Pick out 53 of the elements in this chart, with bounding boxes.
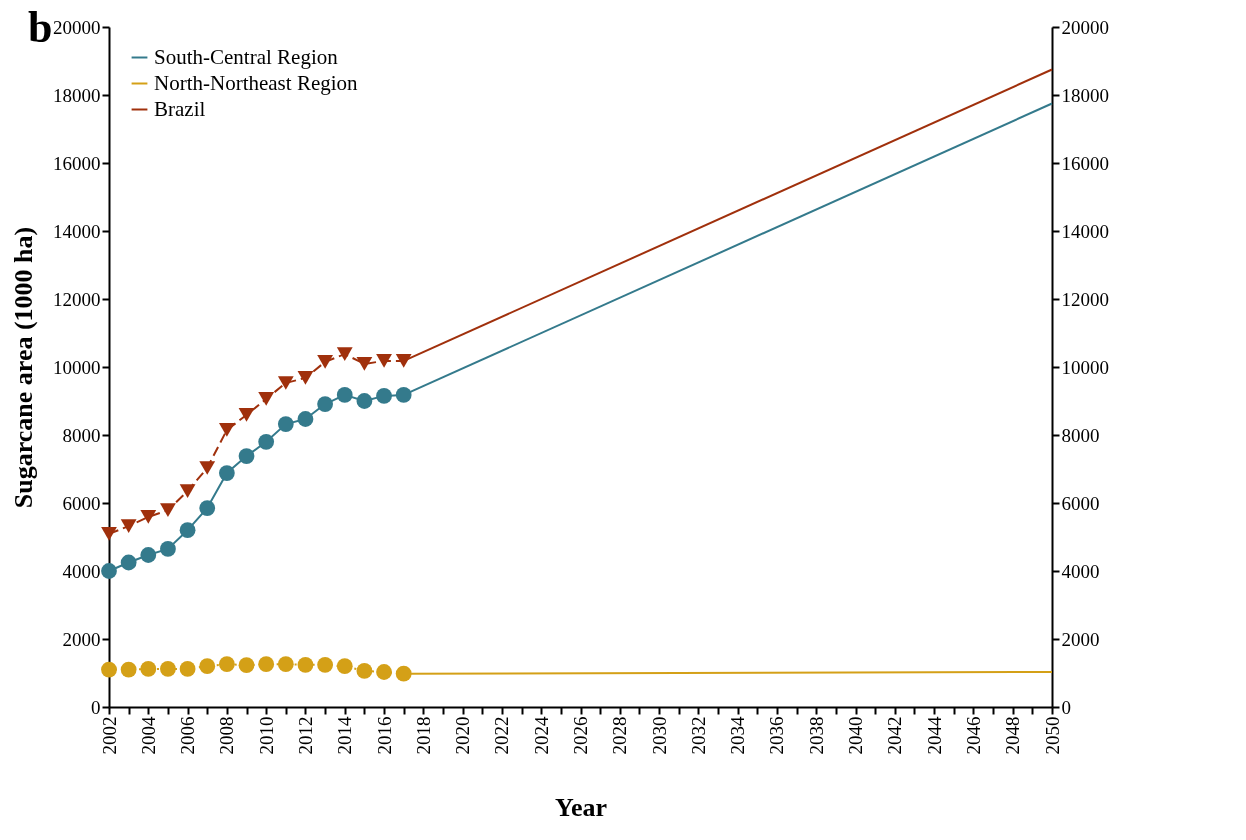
- x-tick-label: 2042: [884, 716, 906, 755]
- x-tick-label: 2046: [962, 716, 984, 755]
- y-tick-label: 12000: [53, 288, 101, 310]
- x-tick-label: 2016: [373, 716, 395, 755]
- x-tick-label: 2034: [727, 716, 749, 755]
- x-tick-label: 2010: [255, 716, 277, 755]
- x-tick-label: 2048: [1002, 716, 1024, 755]
- y2-tick-label: 14000: [1061, 220, 1109, 242]
- x-tick-label: 2002: [98, 716, 120, 755]
- x-tick-label: 2036: [766, 716, 788, 755]
- x-tick-label: 2022: [491, 716, 513, 755]
- y-tick-label: 0: [91, 696, 101, 718]
- x-tick-label: 2028: [609, 716, 631, 755]
- x-tick-label: 2024: [530, 716, 552, 755]
- y2-tick-label: 2000: [1061, 628, 1100, 650]
- y2-tick-label: 20000: [1061, 16, 1109, 38]
- x-tick-label: 2032: [687, 716, 709, 755]
- y2-tick-label: 10000: [1061, 356, 1109, 378]
- y-tick-label: 6000: [62, 492, 101, 514]
- x-tick-label: 2050: [1041, 716, 1063, 755]
- y-tick-label: 4000: [62, 560, 101, 582]
- x-tick-label: 2008: [216, 716, 238, 755]
- y-tick-label: 18000: [53, 84, 101, 106]
- x-tick-label: 2038: [805, 716, 827, 755]
- x-tick-label: 2044: [923, 716, 945, 755]
- y2-tick-label: 8000: [1061, 424, 1100, 446]
- x-axis-title: Year: [555, 792, 607, 822]
- x-tick-label: 2014: [334, 716, 356, 755]
- x-tick-label: 2020: [452, 716, 474, 755]
- y2-tick-label: 18000: [1061, 84, 1109, 106]
- x-tick-label: 2040: [845, 716, 867, 755]
- x-tick-label: 2006: [177, 716, 199, 755]
- y-tick-label: 16000: [53, 152, 101, 174]
- legend-label: Brazil: [154, 96, 206, 121]
- x-tick-label: 2012: [294, 716, 316, 755]
- x-tick-label: 2030: [648, 716, 670, 755]
- x-tick-label: 2018: [412, 716, 434, 755]
- y2-tick-label: 4000: [1061, 560, 1100, 582]
- y-tick-label: 8000: [62, 424, 101, 446]
- y-tick-label: 14000: [53, 220, 101, 242]
- y2-tick-label: 12000: [1061, 288, 1109, 310]
- y-tick-label: 20000: [53, 16, 101, 38]
- y2-tick-label: 6000: [1061, 492, 1100, 514]
- x-tick-label: 2026: [570, 716, 591, 755]
- y-tick-label: 10000: [53, 356, 101, 378]
- legend-label: South-Central Region: [154, 44, 339, 69]
- text: b: [28, 2, 53, 53]
- y-tick-label: 2000: [62, 628, 101, 650]
- legend-label: North-Northeast Region: [154, 70, 359, 95]
- y-axis-title: Sugarcane area (1000 ha): [9, 226, 38, 509]
- y2-tick-label: 16000: [1061, 152, 1109, 174]
- y2-tick-label: 0: [1061, 696, 1071, 718]
- x-tick-label: 2004: [137, 716, 159, 755]
